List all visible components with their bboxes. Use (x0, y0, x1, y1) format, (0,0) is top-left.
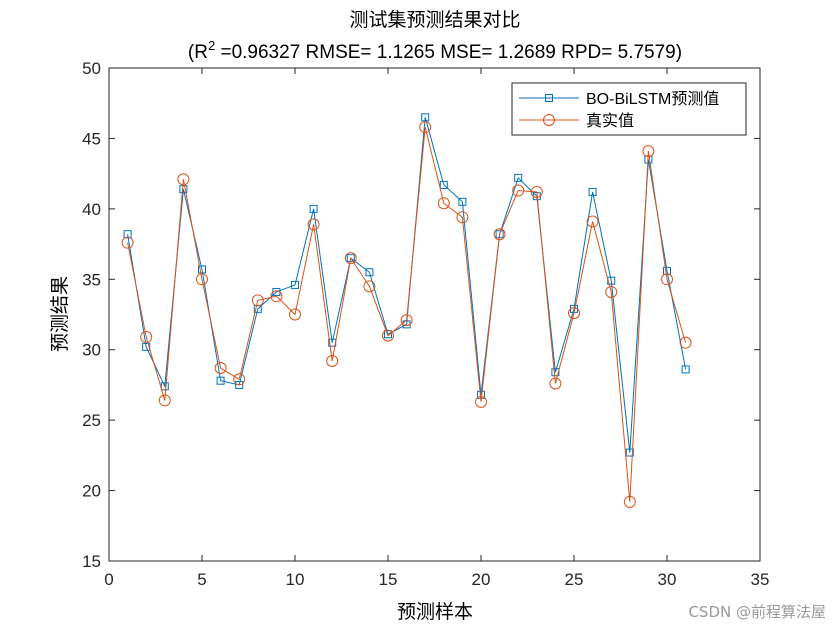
data-point (642, 145, 655, 158)
legend-item: 真实值 (519, 112, 634, 130)
data-point (365, 268, 374, 277)
data-point (588, 187, 597, 196)
data-point (270, 290, 283, 303)
subtitle-sup: 2 (208, 38, 215, 53)
data-point (679, 336, 692, 349)
subtitle-open: (R (188, 42, 208, 63)
data-point (421, 113, 430, 122)
x-tick-label: 20 (472, 570, 491, 589)
data-point (123, 230, 132, 239)
legend-label: BO-BiLSTM预测值 (586, 90, 719, 108)
series-layer (121, 113, 692, 508)
data-point (625, 448, 634, 457)
data-point (309, 204, 318, 213)
data-point (382, 329, 394, 342)
data-point (514, 173, 523, 182)
data-point (251, 294, 264, 307)
y-tick-label: 35 (82, 270, 101, 289)
chart-subtitle: (R2 =0.96327 RMSE= 1.1265 MSE= 1.2689 RP… (188, 38, 682, 63)
data-point (235, 380, 244, 389)
data-point (663, 266, 671, 275)
data-point (196, 273, 208, 286)
legend-marker (545, 94, 553, 102)
data-point (568, 307, 580, 320)
data-point (214, 362, 227, 375)
data-point (344, 252, 357, 265)
x-tick-label: 15 (379, 570, 398, 589)
data-point (346, 254, 355, 263)
chart-title: 测试集预测结果对比 (349, 9, 520, 31)
series-line (127, 127, 687, 502)
y-tick-label: 15 (82, 552, 101, 571)
data-point (142, 342, 151, 351)
x-axis-label: 预测样本 (397, 601, 473, 623)
data-point (605, 285, 618, 298)
x-tick-label: 0 (104, 570, 113, 589)
y-tick-label: 30 (82, 341, 101, 360)
y-tick-label: 50 (82, 59, 101, 78)
legend-marker (543, 114, 555, 126)
data-point (607, 276, 616, 285)
axes: 0 5 10 15 20 25 30 35 15 20 25 30 35 40 45 50 (82, 59, 769, 589)
data-point (177, 173, 190, 186)
x-tick-label: 30 (658, 570, 677, 589)
legend-box (511, 82, 747, 136)
plot-area (108, 67, 761, 562)
data-point (198, 265, 206, 274)
y-axis-label: 预测结果 (49, 276, 71, 352)
data-point (179, 185, 188, 194)
data-point (458, 197, 467, 206)
y-tick-label: 20 (82, 482, 101, 501)
data-point (456, 211, 469, 224)
x-tick-label: 5 (197, 570, 206, 589)
watermark: CSDN @前程算法屋 (688, 603, 826, 621)
data-point (530, 185, 543, 198)
data-point (140, 331, 153, 344)
data-point (307, 218, 320, 231)
y-tick-label: 45 (82, 129, 101, 148)
data-point (233, 373, 246, 386)
data-point (681, 365, 690, 374)
data-point (437, 197, 450, 210)
data-point (121, 236, 134, 249)
legend-item: BO-BiLSTM预测值 (519, 90, 719, 108)
series-2 (121, 121, 692, 508)
x-tick-label: 25 (565, 570, 584, 589)
subtitle-metrics: =0.96327 RMSE= 1.1265 MSE= 1.2689 RPD= 5… (215, 42, 682, 63)
data-point (384, 330, 392, 339)
data-point (551, 368, 560, 377)
y-tick-label: 25 (82, 411, 101, 430)
data-point (289, 308, 301, 321)
data-point (326, 354, 339, 367)
data-point (419, 121, 432, 134)
data-point (160, 382, 169, 391)
data-point (363, 280, 376, 293)
y-tick-label: 40 (82, 200, 101, 219)
data-point (549, 377, 562, 390)
data-point (512, 184, 525, 197)
data-point (493, 228, 506, 241)
x-tick-label: 35 (751, 570, 770, 589)
data-point (439, 180, 448, 189)
legend-label: 真实值 (586, 112, 634, 130)
data-point (586, 215, 599, 228)
data-point (661, 273, 673, 286)
data-point (253, 304, 262, 313)
x-tick-label: 10 (286, 570, 305, 589)
data-point (623, 495, 636, 508)
series-line (127, 117, 687, 453)
data-point (216, 376, 225, 385)
data-point (475, 395, 487, 408)
data-point (291, 280, 299, 289)
data-point (158, 394, 171, 407)
data-point (400, 314, 413, 327)
